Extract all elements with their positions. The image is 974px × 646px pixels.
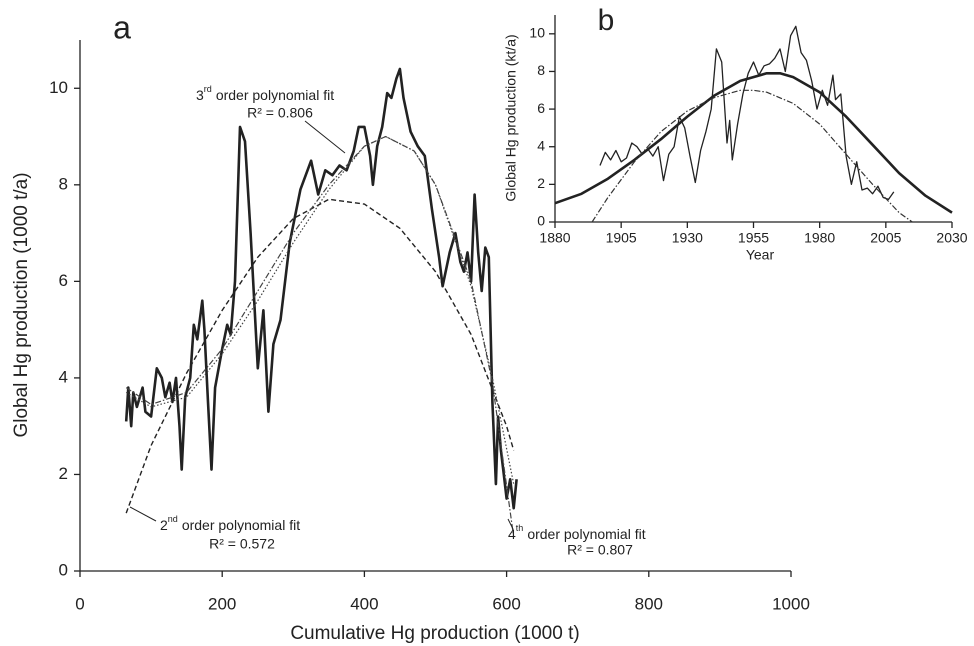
y-axis-title: Global Hg production (kt/a) [503,34,519,201]
y-tick-label: 0 [59,560,68,579]
x-tick-label: 1955 [738,230,769,246]
x-tick-label: 1000 [772,594,810,613]
leader-line [507,518,514,530]
x-tick-label: 1980 [804,230,835,246]
x-tick-label: 200 [208,594,236,613]
leader-line [304,120,346,154]
y-tick-label: 8 [537,62,545,78]
annotation: 2nd order polynomial fit [160,514,300,532]
x-tick-label: 800 [635,594,663,613]
x-tick-label: 600 [492,594,520,613]
annotation-suffix: nd [168,514,178,524]
x-axis-title: Year [746,247,775,263]
y-tick-label: 6 [59,271,68,290]
annotation-r2: R² = 0.572 [209,536,275,552]
y-tick-label: 10 [49,78,68,97]
annotation-text: order polynomial fit [527,526,645,542]
series-line [599,25,895,201]
y-tick-label: 8 [59,174,68,193]
x-tick-label: 400 [350,594,378,613]
annotation-text: order polynomial fit [216,87,334,103]
annotation-r2: R² = 0.807 [567,542,633,558]
y-tick-label: 6 [537,100,545,116]
x-tick-label: 1905 [606,230,637,246]
y-tick-label: 2 [537,175,545,191]
series-line [591,89,913,223]
y-tick-label: 4 [537,137,545,153]
series-line [124,67,518,510]
annotation-text: order polynomial fit [182,517,300,533]
y-axis-title: Global Hg production (1000 t/a) [11,172,32,437]
x-tick-label: 1930 [672,230,703,246]
series-line [125,198,515,514]
series-line [125,135,515,485]
leader-line [129,506,157,522]
series-line [554,72,953,214]
x-tick-label: 2005 [870,230,901,246]
y-tick-label: 0 [537,213,545,229]
panel-label: b [598,4,615,37]
annotation-ordinal: 3 [196,87,204,103]
annotation: 3rd order polynomial fit [196,84,334,102]
y-tick-label: 2 [59,464,68,483]
x-tick-label: 0 [75,594,84,613]
annotation-suffix: rd [204,84,212,94]
y-tick-label: 4 [59,367,68,386]
annotation-suffix: th [516,523,524,533]
panel-label: a [113,9,131,45]
y-tick-label: 10 [529,25,545,41]
annotation: 4th order polynomial fit [508,523,646,541]
annotation-r2: R² = 0.806 [247,105,313,121]
annotation-ordinal: 2 [160,517,168,533]
x-tick-label: 1880 [539,230,570,246]
annotation-ordinal: 4 [508,526,516,542]
series-line [125,135,515,538]
x-axis-title: Cumulative Hg production (1000 t) [290,623,579,644]
x-tick-label: 2030 [936,230,967,246]
